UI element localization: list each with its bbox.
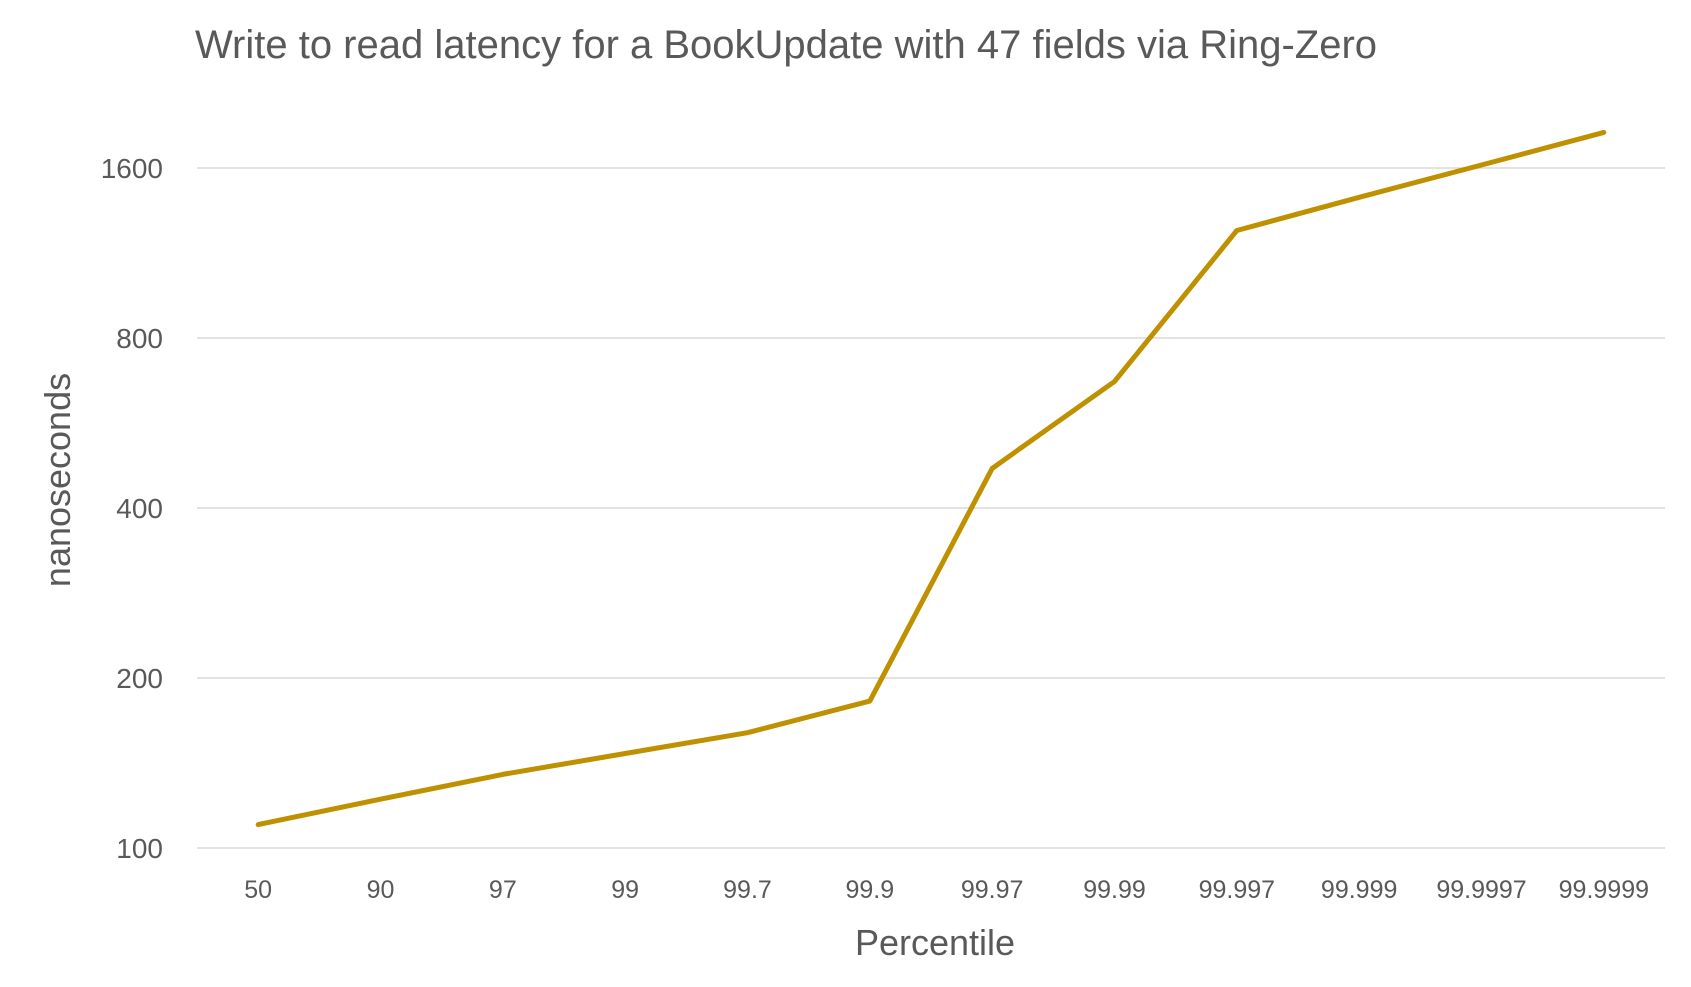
x-tick-label: 90 — [367, 876, 395, 904]
x-tick-label: 99 — [611, 876, 639, 904]
y-tick-label: 1600 — [101, 153, 163, 184]
x-tick-label: 99.9 — [845, 876, 894, 904]
y-tick-label: 200 — [116, 663, 163, 694]
x-tick-label: 99.997 — [1199, 876, 1275, 904]
x-axis-title: Percentile — [855, 922, 1015, 963]
x-tick-label: 50 — [244, 876, 272, 904]
y-axis-tick-labels: 100 200 400 800 1600 — [101, 153, 163, 864]
chart-title: Write to read latency for a BookUpdate w… — [195, 23, 1377, 67]
x-axis-tick-labels: 50 90 97 99 99.7 99.9 99.97 99.99 99.997 99.999 99… — [244, 876, 1649, 904]
x-tick-label: 99.9999 — [1559, 876, 1649, 904]
y-tick-label: 100 — [116, 833, 163, 864]
x-tick-label: 99.999 — [1321, 876, 1397, 904]
series-layer — [255, 129, 1607, 828]
y-tick-label: 400 — [116, 493, 163, 524]
series-line — [255, 129, 1607, 828]
x-tick-label: 99.7 — [723, 876, 772, 904]
y-axis-title: nanoseconds — [37, 373, 78, 587]
x-tick-label: 99.9997 — [1436, 876, 1526, 904]
x-tick-label: 99.97 — [961, 876, 1024, 904]
x-tick-label: 99.99 — [1083, 876, 1146, 904]
x-tick-label: 97 — [489, 876, 517, 904]
gridlines — [197, 167, 1665, 849]
y-tick-label: 800 — [116, 323, 163, 354]
